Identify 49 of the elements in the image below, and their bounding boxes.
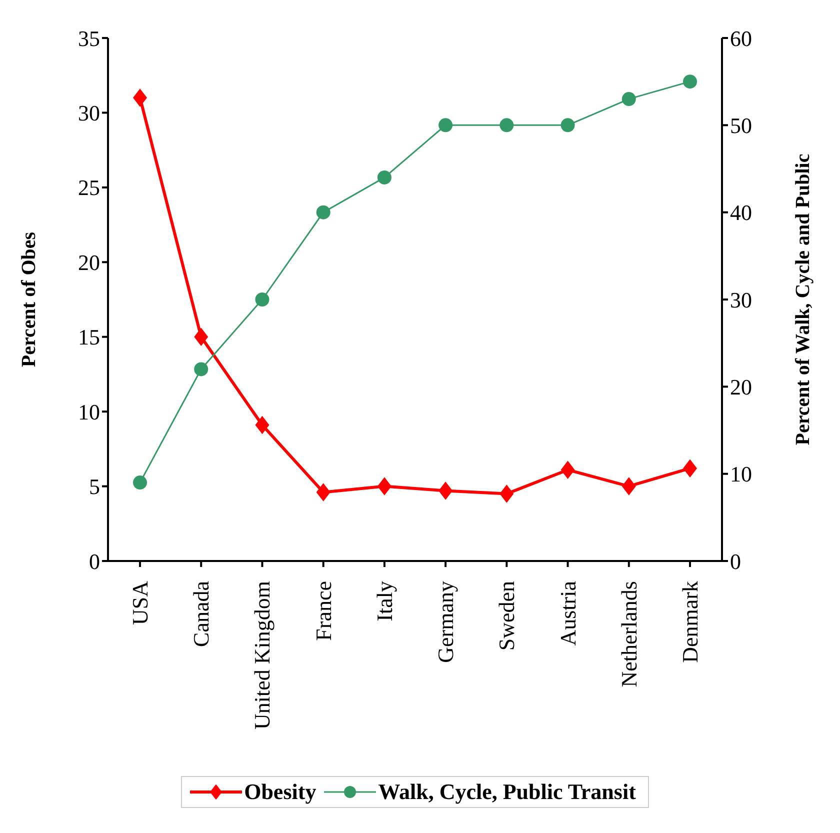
x-tick-label: USA <box>128 580 152 626</box>
point <box>316 205 330 220</box>
y2-tick-label: 0 <box>730 548 741 574</box>
y-tick-label: 10 <box>78 399 100 424</box>
point <box>438 118 453 132</box>
x-tick-label: United Kingdom <box>250 581 275 730</box>
point <box>500 484 514 503</box>
legend-label: Obesity <box>244 779 316 805</box>
y2-tick-label: 60 <box>730 26 752 51</box>
point <box>622 92 636 106</box>
y-tick-label: 20 <box>78 250 100 275</box>
point <box>316 483 330 502</box>
y-tick-label: 15 <box>78 324 100 350</box>
x-tick-label: Canada <box>188 580 214 647</box>
y2-tick-label: 30 <box>730 287 752 312</box>
point <box>683 74 697 89</box>
x-tick-label: Sweden <box>494 581 520 651</box>
point <box>255 416 270 434</box>
point <box>194 328 208 346</box>
point <box>438 482 453 500</box>
point <box>560 460 575 479</box>
y2-tick-label: 20 <box>730 374 752 400</box>
y-tick-label: 35 <box>78 26 100 51</box>
y2-tick-label: 40 <box>730 200 752 226</box>
point <box>194 362 208 376</box>
x-tick-label: Denmark <box>678 581 702 663</box>
point <box>377 170 392 184</box>
x-tick-label: Austria <box>555 580 580 646</box>
legend-label: Walk, Cycle, Public Transit <box>378 779 636 805</box>
y-tick-label: 0 <box>89 548 100 574</box>
y2-axis-title: Percent of Walk, Cycle and Public <box>792 154 814 446</box>
y2-tick-label: 50 <box>730 112 752 138</box>
point <box>377 477 392 496</box>
point <box>683 459 697 478</box>
x-tick-label: Netherlands <box>616 581 642 688</box>
point <box>133 476 147 490</box>
y-axis-title: Percent of Obes <box>18 232 40 368</box>
point <box>255 292 270 306</box>
point <box>500 118 514 132</box>
x-tick-label: Germany <box>433 581 458 663</box>
point <box>133 88 147 107</box>
y2-tick-label: 10 <box>730 462 752 487</box>
x-tick-label: Italy <box>372 581 397 622</box>
point <box>560 118 575 132</box>
y-tick-label: 30 <box>78 100 100 126</box>
y-tick-label: 25 <box>78 175 100 200</box>
y-tick-label: 5 <box>89 474 100 500</box>
point <box>622 477 636 496</box>
x-tick-label: France <box>310 581 336 641</box>
